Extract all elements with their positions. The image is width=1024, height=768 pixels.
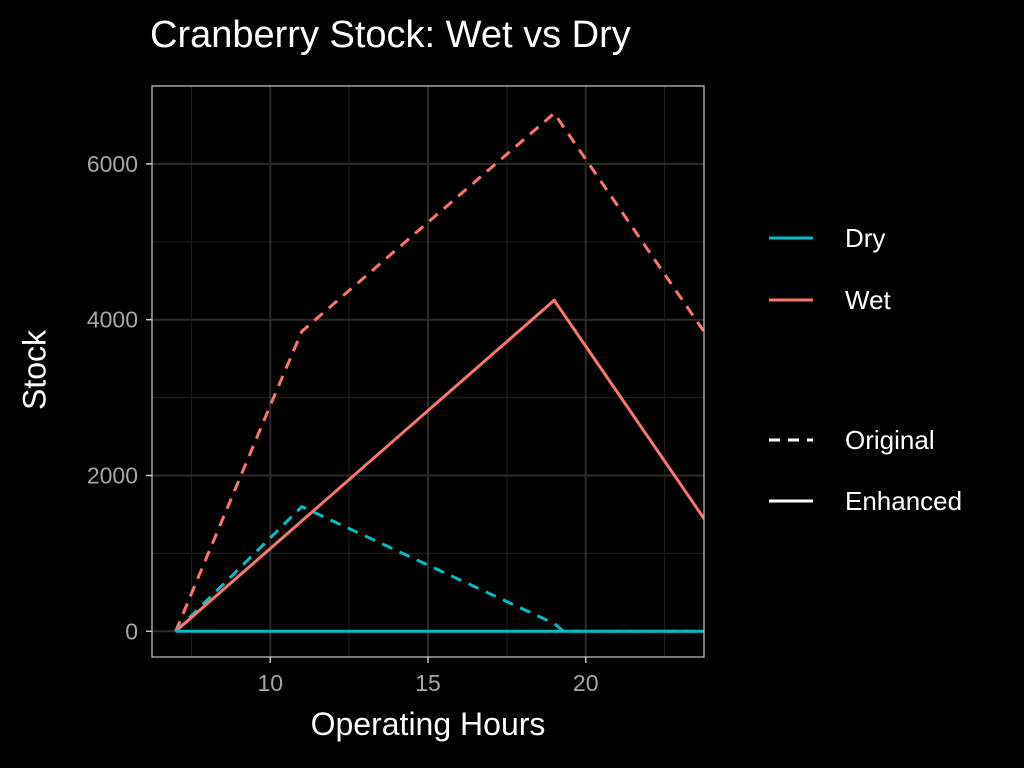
legend-key-dry	[765, 218, 817, 258]
legend-label-dry: Dry	[845, 222, 886, 253]
y-tick-label: 0	[125, 618, 138, 644]
x-axis-label: Operating Hours	[310, 706, 546, 742]
y-axis-label: Stock	[16, 329, 53, 411]
axes: 10 15 20 0 2000 4000 6000	[87, 151, 599, 696]
y-tick-label: 4000	[87, 307, 138, 333]
chart-title: Cranberry Stock: Wet vs Dry	[150, 14, 631, 56]
legend-label-enhanced: Enhanced	[845, 485, 963, 516]
legend-key-enhanced	[765, 481, 817, 521]
x-tick-label: 15	[415, 670, 441, 696]
legend-item-original: Original	[765, 420, 935, 460]
x-tick-label: 20	[573, 670, 599, 696]
y-tick-label: 2000	[87, 462, 138, 488]
legend-item-dry: Dry	[765, 218, 885, 258]
legend-item-wet: Wet	[765, 280, 891, 320]
legend-label-wet: Wet	[845, 284, 891, 315]
legend-item-enhanced: Enhanced	[765, 481, 962, 521]
y-tick-label: 6000	[87, 151, 138, 177]
series-line-wet-original	[174, 111, 704, 632]
legend-key-wet	[765, 280, 817, 320]
x-tick-label: 10	[257, 670, 283, 696]
series-line-wet-enhanced	[174, 298, 704, 633]
legend-label-original: Original	[845, 424, 935, 455]
series-layer	[174, 111, 704, 633]
legend-key-original	[765, 420, 817, 460]
